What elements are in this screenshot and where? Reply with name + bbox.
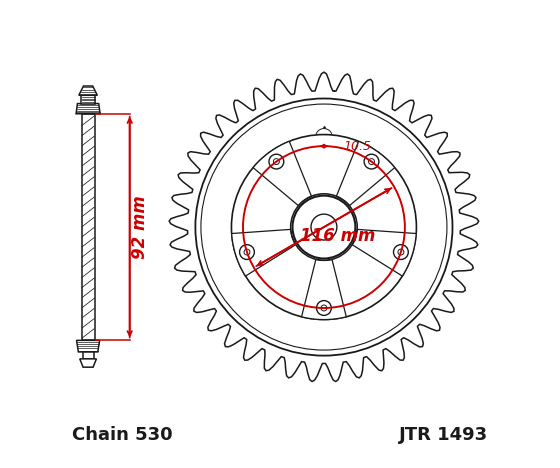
Circle shape [269,154,284,169]
Text: 92 mm: 92 mm [131,195,149,259]
Polygon shape [253,141,311,205]
Polygon shape [79,86,97,95]
Text: 10.5: 10.5 [343,139,371,153]
Polygon shape [337,141,395,205]
Circle shape [364,154,379,169]
Circle shape [292,196,356,258]
Text: Chain 530: Chain 530 [72,426,172,445]
Polygon shape [77,340,100,352]
Polygon shape [80,359,96,367]
Polygon shape [352,229,416,276]
Text: JTR 1493: JTR 1493 [399,426,488,445]
Bar [82,114,95,340]
Bar [81,95,95,103]
Circle shape [231,135,417,320]
Polygon shape [301,259,346,320]
Circle shape [240,245,254,259]
Circle shape [394,245,408,259]
Circle shape [316,300,332,315]
Bar [82,352,94,359]
Polygon shape [232,229,296,276]
Polygon shape [76,103,100,114]
Text: 116 mm: 116 mm [300,227,376,245]
